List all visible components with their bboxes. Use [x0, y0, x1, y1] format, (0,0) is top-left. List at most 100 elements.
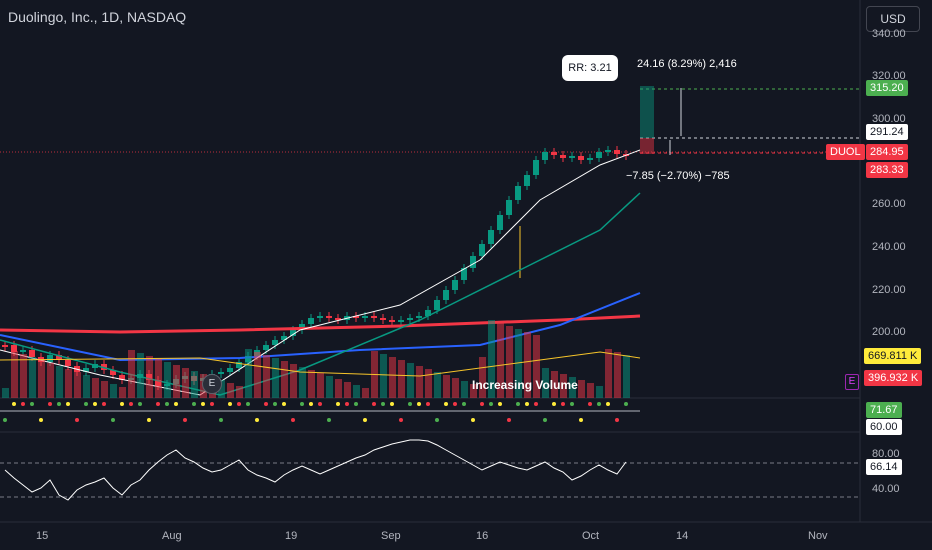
oscillator-dot [390, 402, 394, 406]
candle [569, 156, 575, 158]
price-tick: 260.00 [872, 198, 906, 210]
volume-bar [65, 369, 72, 398]
oscillator-dot [129, 402, 133, 406]
volume-bar [479, 357, 486, 398]
volume-bar [425, 369, 432, 398]
volume-bar [569, 377, 576, 398]
price-tick: 220.00 [872, 284, 906, 296]
oscillator-dot [453, 402, 457, 406]
currency-button[interactable]: USD [866, 6, 920, 32]
candle [47, 355, 53, 362]
candle [614, 150, 620, 154]
oscillator-dot [300, 402, 304, 406]
entry-price-badge: 291.24 [866, 124, 908, 140]
oscillator-dot [120, 402, 124, 406]
price-tick: 200.00 [872, 326, 906, 338]
oscillator-dot [489, 402, 493, 406]
earnings-legend-icon[interactable]: E [845, 374, 859, 390]
volume-bar [227, 383, 234, 398]
oscillator-dot [543, 418, 547, 422]
oscillator-dot [462, 402, 466, 406]
time-tick: Nov [808, 530, 828, 542]
oscillator-dot [57, 402, 61, 406]
time-tick: 19 [285, 530, 298, 542]
volume-bar [254, 352, 261, 398]
oscillator-dot [399, 418, 403, 422]
oscillator-dot [219, 418, 223, 422]
candle [20, 350, 26, 352]
candle [353, 316, 359, 318]
volume-bar [20, 354, 27, 398]
candle [272, 340, 278, 345]
symbol-badge: DUOL [826, 144, 865, 160]
oscillator-dot [39, 418, 43, 422]
volume-bar [101, 381, 108, 398]
volume-bar [515, 329, 522, 398]
candle [506, 200, 512, 215]
candle [461, 268, 467, 280]
volume-badge: 396.932 K [864, 370, 923, 386]
volume-bar [362, 388, 369, 398]
oscillator-dot [3, 418, 7, 422]
volume-bar [488, 320, 495, 398]
volume-bar [191, 371, 198, 398]
volume-bar [146, 356, 153, 398]
ma-blue-line [0, 292, 641, 362]
last-price-badge: 284.95 [866, 144, 908, 160]
candle [443, 290, 449, 300]
volume-bar [380, 354, 387, 398]
volume-bar [389, 357, 396, 398]
volume-bar [263, 355, 270, 398]
earnings-marker-icon[interactable]: E [202, 374, 222, 394]
oscillator-dot [615, 418, 619, 422]
oscillator-dot [192, 402, 196, 406]
volume-bar [551, 371, 558, 398]
oscillator-dot [75, 418, 79, 422]
volume-bar [137, 353, 144, 398]
oscillator-dot [606, 402, 610, 406]
oscillator-dot [534, 402, 538, 406]
oscillator-dot [516, 402, 520, 406]
oscillator-dot [201, 402, 205, 406]
oscillator-dot [48, 402, 52, 406]
candle [551, 152, 557, 155]
oscillator-dot [210, 402, 214, 406]
oscillator-dot [354, 402, 358, 406]
volume-bar [353, 385, 360, 398]
candle [218, 372, 224, 374]
candle [56, 355, 62, 360]
volume-bar [92, 378, 99, 398]
oscillator-dot [309, 402, 313, 406]
volume-bar [416, 366, 423, 398]
oscillator-dot [84, 402, 88, 406]
oscillator-dot [588, 402, 592, 406]
candle [29, 350, 35, 357]
rsi-tick: 40.00 [872, 483, 900, 495]
volume-bar [110, 384, 117, 398]
volume-bar [155, 359, 162, 398]
candle [389, 320, 395, 322]
rsi-value-badge: 66.14 [866, 459, 902, 475]
target-info-label: 24.16 (8.29%) 2,416 [637, 58, 737, 70]
oscillator-dot [408, 402, 412, 406]
volume-bar [245, 349, 252, 398]
volume-bar [290, 364, 297, 398]
volume-bar [326, 376, 333, 398]
candle [488, 230, 494, 244]
candle [542, 152, 548, 160]
oscillator-dot [183, 418, 187, 422]
stop-zone [640, 138, 654, 154]
oscillator-dot [255, 418, 259, 422]
volume-bar [452, 378, 459, 398]
candle [578, 156, 584, 160]
oscillator-dot [102, 402, 106, 406]
volume-bar [605, 349, 612, 398]
symbol-title: Duolingo, Inc., 1D, NASDAQ [8, 9, 187, 25]
oscillator-dot [570, 402, 574, 406]
oscillator-dot [381, 402, 385, 406]
candle [605, 150, 611, 152]
candle [533, 160, 539, 175]
oscillator-dot [318, 402, 322, 406]
price-tick: 300.00 [872, 113, 906, 125]
